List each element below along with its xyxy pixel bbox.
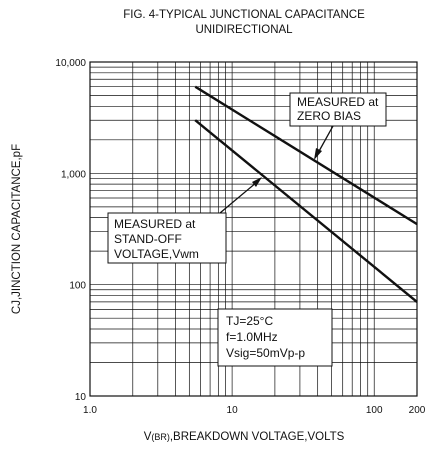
x-axis-label-subscript: (BR): [151, 432, 170, 442]
chart-title-line2: UNIDIRECTIONAL: [195, 24, 293, 36]
arrow-zero-bias: [317, 125, 334, 154]
annotation-temperature: TJ=25°C: [226, 314, 273, 328]
annotation-standoff-line3: VOLTAGE,Vwm: [114, 247, 199, 261]
arrow-standoff: [219, 181, 258, 214]
x-axis-label-prefix: V: [144, 431, 152, 443]
y-tick-label: 100: [69, 281, 86, 292]
annotation-signal: Vsig=50mVp-p: [226, 346, 305, 360]
chart-title-line1: FIG. 4-TYPICAL JUNCTIONAL CAPACITANCE: [123, 9, 365, 21]
x-tick-label: 10: [227, 405, 239, 416]
series-lines: [194, 85, 418, 303]
y-tick-label: 1,000: [61, 169, 86, 180]
annotation-frequency: f=1.0MHz: [226, 330, 278, 344]
arrowhead-standoff: [252, 177, 262, 187]
annotation-standoff: MEASURED at STAND-OFF VOLTAGE,Vwm: [107, 177, 262, 264]
plot-frame: [89, 61, 418, 397]
tick-labels: 1.0 10 100 200 10 100 1,000 10,000: [55, 58, 425, 416]
annotation-zero-bias-line2: ZERO BIAS: [297, 109, 361, 123]
x-axis-label-rest: ,BREAKDOWN VOLTAGE,VOLTS: [170, 431, 345, 443]
y-axis-label: CJ,JINCTION CAPACITANCE,pF: [11, 144, 23, 314]
series-line-2: [194, 119, 418, 303]
arrowhead-zero-bias: [314, 148, 322, 160]
x-tick-label: 200: [409, 405, 426, 416]
series-line-1: [194, 85, 418, 226]
annotation-zero-bias: MEASURED at ZERO BIAS: [289, 92, 387, 160]
annotation-zero-bias-box: [289, 92, 387, 127]
annotation-conditions: TJ=25°C f=1.0MHz Vsig=50mVp-p: [217, 308, 333, 367]
x-tick-label: 1.0: [83, 405, 97, 416]
x-tick-label: 100: [366, 405, 383, 416]
annotation-conditions-box: [217, 308, 333, 367]
annotation-standoff-box: [107, 212, 227, 264]
annotation-standoff-line1: MEASURED at: [114, 217, 196, 231]
annotation-standoff-line2: STAND-OFF: [114, 232, 182, 246]
y-tick-label: 10,000: [55, 58, 86, 69]
y-tick-label: 10: [75, 392, 87, 403]
annotation-zero-bias-line1: MEASURED at: [297, 95, 379, 109]
x-axis-label: V(BR),BREAKDOWN VOLTAGE,VOLTS: [144, 431, 345, 443]
